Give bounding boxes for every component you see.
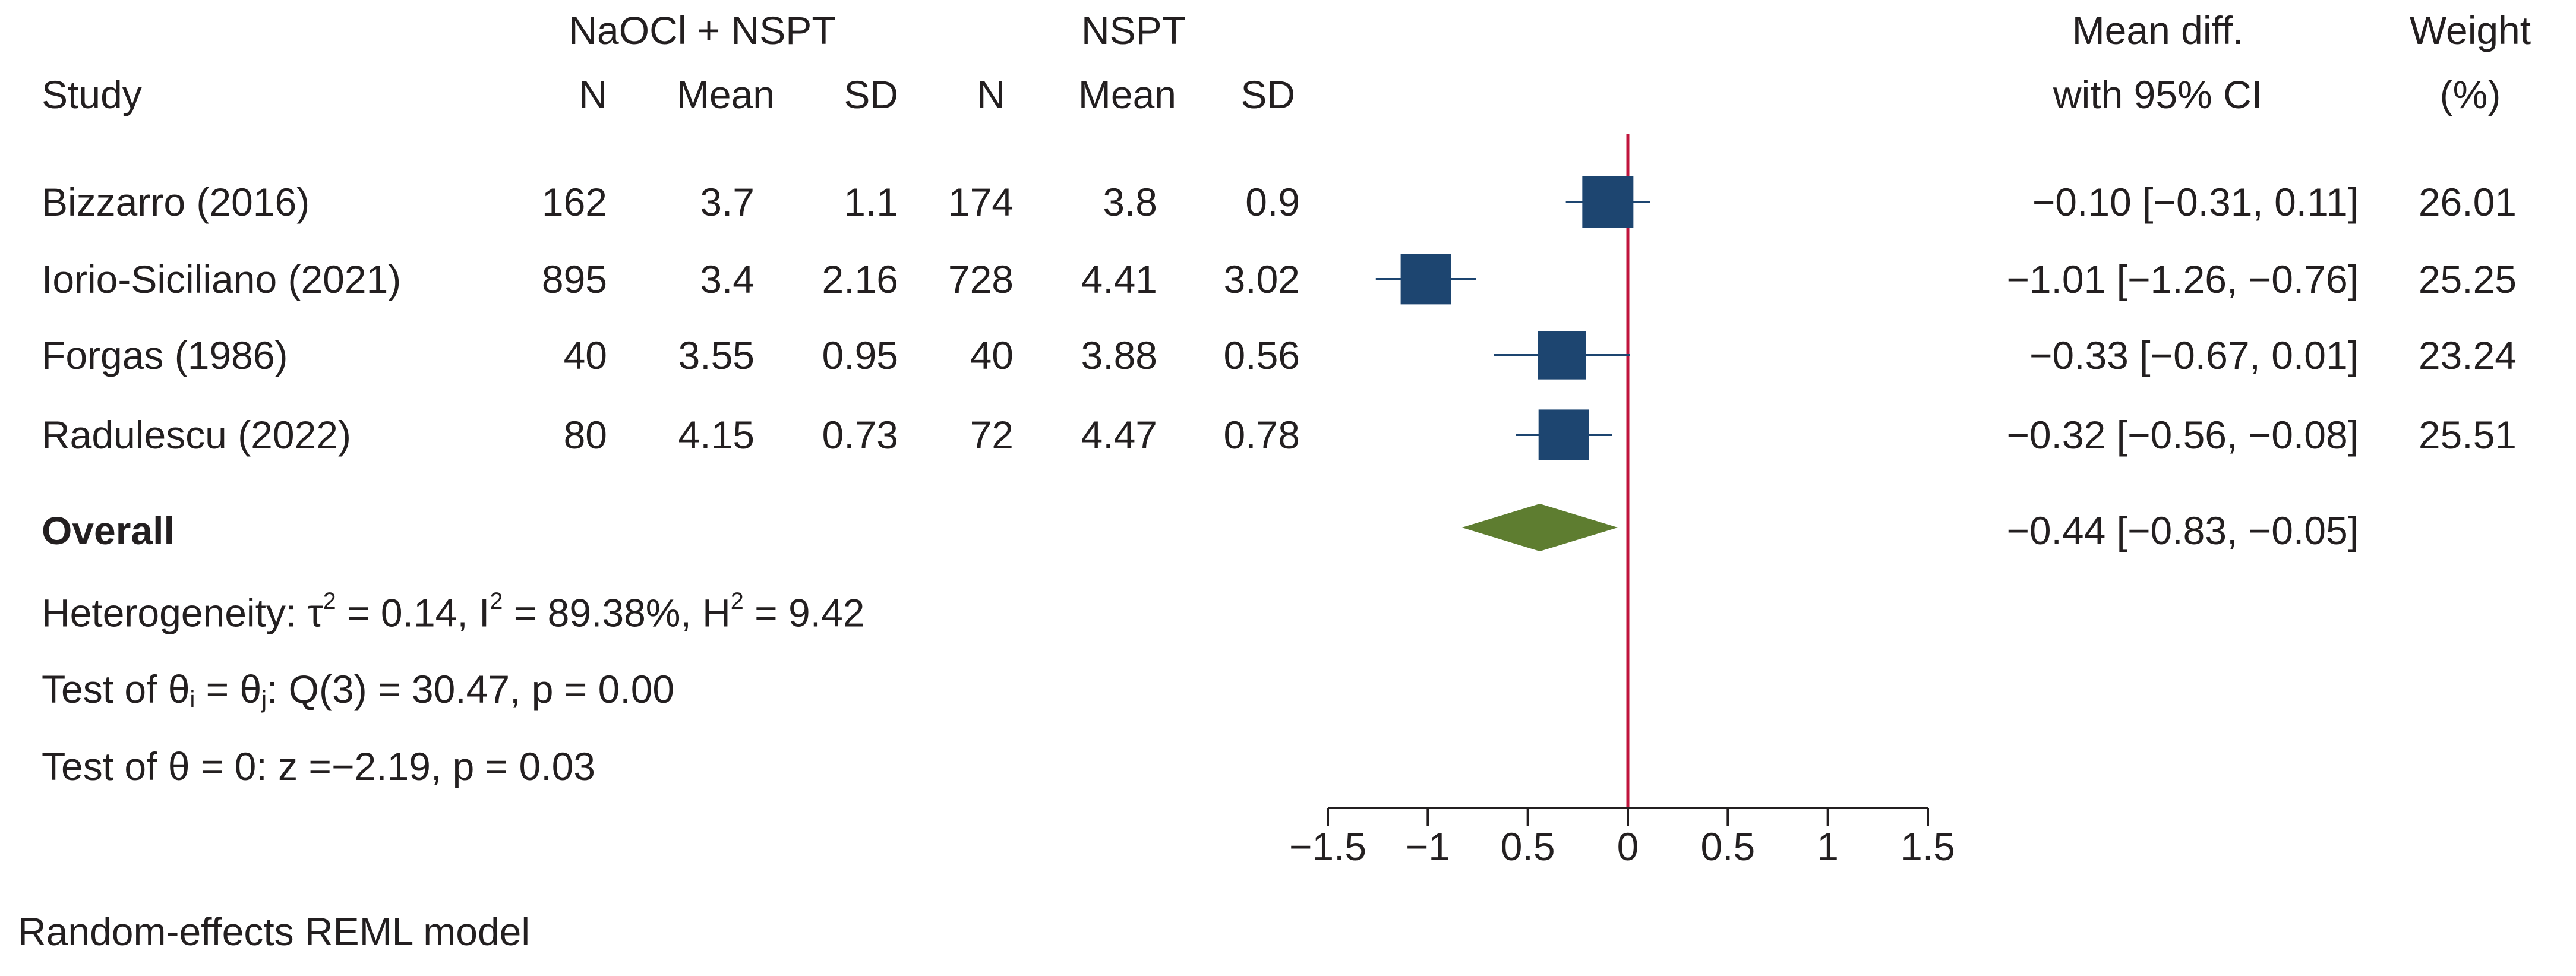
study-name: Radulescu (2022)	[42, 413, 351, 457]
study-mean1: 3.7	[700, 180, 755, 224]
study-sd2: 0.78	[1223, 413, 1300, 457]
effect-box	[1400, 254, 1451, 305]
study-n2: 40	[970, 333, 1014, 377]
study-weight: 26.01	[2418, 180, 2517, 224]
effect-header-line1: Mean diff.	[2072, 8, 2244, 52]
study-weight: 25.25	[2418, 257, 2517, 301]
study-mean2: 3.8	[1103, 180, 1157, 224]
x-tick-label: 1	[1817, 825, 1839, 868]
overall-ci-text: −0.44 [−0.83, −0.05]	[2006, 508, 2359, 552]
overall-diamond	[1461, 504, 1618, 551]
study-ci-text: −1.01 [−1.26, −0.76]	[2006, 257, 2359, 301]
weight-header-line2: (%)	[2439, 72, 2501, 116]
x-tick-label: −1	[1406, 825, 1450, 868]
study-sd1: 0.73	[822, 413, 898, 457]
study-mean2: 4.47	[1081, 413, 1157, 457]
x-tick-label: 0	[1617, 825, 1639, 868]
study-sd2: 0.56	[1223, 333, 1300, 377]
study-n2: 728	[948, 257, 1014, 301]
study-mean1: 3.55	[678, 333, 755, 377]
study-n1: 162	[541, 180, 607, 224]
study-n1: 80	[563, 413, 607, 457]
study-mean2: 4.41	[1081, 257, 1157, 301]
model-note: Random-effects REML model	[18, 909, 531, 953]
study-n1: 40	[563, 333, 607, 377]
study-n2: 72	[970, 413, 1014, 457]
study-n2: 174	[948, 180, 1014, 224]
group1-header: NaOCl + NSPT	[569, 8, 836, 52]
sd1-column-header: SD	[844, 72, 898, 116]
mean1-column-header: Mean	[676, 72, 775, 116]
study-sd1: 2.16	[822, 257, 898, 301]
study-sd1: 1.1	[844, 180, 898, 224]
n2-column-header: N	[977, 72, 1005, 116]
study-mean2: 3.88	[1081, 333, 1157, 377]
x-tick-label: 0.5	[1700, 825, 1755, 868]
study-column-header: Study	[42, 72, 142, 116]
study-sd2: 3.02	[1223, 257, 1300, 301]
study-mean1: 3.4	[700, 257, 755, 301]
study-weight: 23.24	[2418, 333, 2517, 377]
sd2-column-header: SD	[1240, 72, 1295, 116]
overall-label: Overall	[42, 508, 175, 552]
n1-column-header: N	[579, 72, 607, 116]
study-sd2: 0.9	[1245, 180, 1300, 224]
study-weight: 25.51	[2418, 413, 2517, 457]
study-ci-text: −0.33 [−0.67, 0.01]	[2029, 333, 2359, 377]
study-name: Forgas (1986)	[42, 333, 288, 377]
mean2-column-header: Mean	[1078, 72, 1176, 116]
overall-effect-test: Test of θ = 0: z =−2.19, p = 0.03	[42, 744, 595, 788]
study-name: Bizzarro (2016)	[42, 180, 310, 224]
x-tick-label: 0.5	[1501, 825, 1555, 868]
effect-box	[1538, 409, 1589, 460]
homogeneity-test: Test of θi = θj: Q(3) = 30.47, p = 0.00	[42, 667, 675, 713]
study-ci-text: −0.10 [−0.31, 0.11]	[2032, 180, 2359, 224]
effect-box	[1582, 176, 1634, 228]
weight-header-line1: Weight	[2409, 8, 2531, 52]
group2-header: NSPT	[1081, 8, 1186, 52]
study-n1: 895	[541, 257, 607, 301]
study-name: Iorio-Siciliano (2021)	[42, 257, 402, 301]
effect-box	[1538, 331, 1586, 380]
x-tick-label: −1.5	[1289, 825, 1366, 868]
x-tick-label: 1.5	[1901, 825, 1955, 868]
study-sd1: 0.95	[822, 333, 898, 377]
effect-header-line2: with 95% CI	[2053, 72, 2263, 116]
heterogeneity-stats: Heterogeneity: τ2 = 0.14, I2 = 89.38%, H…	[42, 588, 865, 635]
study-ci-text: −0.32 [−0.56, −0.08]	[2006, 413, 2359, 457]
study-mean1: 4.15	[678, 413, 755, 457]
